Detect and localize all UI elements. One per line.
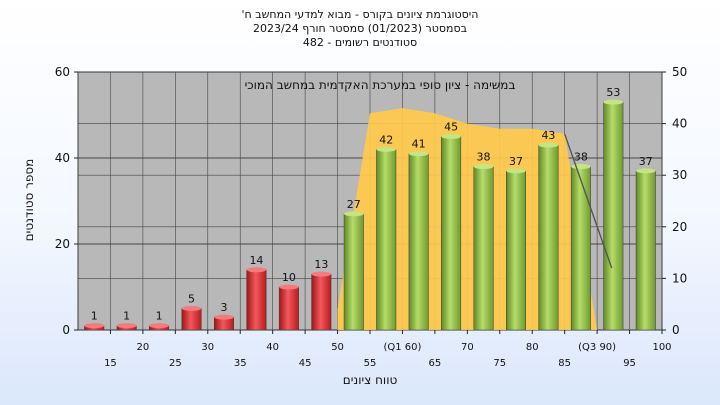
bar-16 [603,101,624,331]
data-label-9: 42 [379,133,393,146]
chart-subtitle-students: סטודנטים רשומים - 482 [302,36,418,49]
bar-13 [506,170,526,331]
chart-subtitle: בסמסטר (01/2023) סמסטר חורף 2023/24 [253,22,467,35]
x-tick-label: 55 [364,358,377,369]
bar-cap-15 [571,164,591,170]
data-label-5: 14 [249,254,263,267]
data-label-16: 53 [606,86,620,99]
bar-12 [473,166,494,331]
x-tick-label: 95 [623,358,636,369]
x-axis-ticks: 15 20 25 30 35 40 45 50 55 (Q1 60) 65 70 75 80 85 (Q3 9… [104,330,672,369]
x-tick-label: 40 [266,342,279,353]
bar-3 [181,308,202,331]
data-label-7: 13 [314,258,328,271]
x-tick-label: 80 [526,342,539,353]
x-tick-label: 65 [429,358,442,369]
data-label-17: 37 [639,155,653,168]
x-tick-label: 85 [558,358,571,369]
bar-cap-3 [181,306,202,311]
x-tick-label: (Q1 60) [383,342,421,353]
bar-cap-12 [473,164,494,170]
bar-cap-7 [311,271,332,277]
y2-tick-label: 50 [672,65,687,79]
bar-cap-9 [376,146,396,152]
bar-cap-5 [246,267,267,273]
x-tick-label: 70 [461,342,474,353]
bar-9 [376,149,397,331]
y2-axis-ticks: 0 10 20 30 40 50 [662,65,687,337]
y2-tick-label: 10 [672,271,687,285]
y2-tick-label: 30 [672,168,687,182]
bar-cap-11 [441,134,461,139]
data-label-2: 1 [156,310,163,323]
data-label-6: 10 [282,271,296,284]
x-tick-label: 75 [493,358,506,369]
x-tick-label: (Q3 90) [578,342,616,353]
y-axis-label: מספר סטודנטים [22,159,36,242]
bar-cap-8 [344,211,364,217]
bar-15 [570,166,591,331]
data-label-10: 41 [412,138,426,151]
data-label-3: 5 [188,293,195,306]
x-tick-label: 100 [652,342,671,353]
bar-cap-4 [214,314,234,320]
x-tick-label: 45 [299,358,312,369]
overlay-area-label: במשימה - ציון סופי במערכת האקדמית במחשב … [245,78,516,92]
y-tick-label: 40 [55,151,70,165]
data-label-14: 43 [541,129,555,142]
x-tick-label: 35 [234,358,247,369]
bar-cap-6 [279,284,299,290]
data-label-0: 1 [91,310,98,323]
bar-cap-17 [636,168,656,174]
bar-7 [311,273,332,331]
x-tick-label: 30 [201,342,214,353]
y2-tick-label: 0 [672,323,680,337]
y-tick-label: 0 [62,323,70,337]
bar-cap-10 [408,151,429,157]
bars [84,99,656,331]
bar-cap-16 [603,99,624,105]
bar-10 [408,153,429,331]
bar-cap-14 [538,142,559,148]
y-tick-label: 20 [55,237,70,251]
bar-cap-2 [149,323,169,329]
x-tick-label: 25 [169,358,182,369]
bar-8 [343,213,364,331]
y2-tick-label: 40 [672,117,687,131]
overlay-line [564,133,613,269]
bar-5 [246,269,267,331]
x-axis-label: טווח ציונים [343,373,398,387]
bar-6 [278,286,299,331]
data-label-4: 3 [221,301,228,314]
bar-17 [635,170,656,331]
y2-tick-label: 20 [672,220,687,234]
bar-cap-0 [84,323,104,329]
x-tick-label: 15 [104,358,117,369]
y-tick-label: 60 [55,65,70,79]
bar-14 [538,144,559,331]
data-label-12: 38 [477,151,491,164]
overlay-area [337,108,598,331]
x-tick-label: 50 [331,342,344,353]
y-axis-ticks: 0 20 40 60 [55,65,78,337]
data-label-11: 45 [444,121,458,134]
x-tick-label: 20 [137,342,150,353]
data-label-8: 27 [347,198,361,211]
data-label-15: 38 [574,151,588,164]
bar-cap-13 [506,168,526,174]
chart-title: היסטוגרמת ציונים בקורס - מבוא למדעי המחש… [241,8,479,21]
bar-cap-1 [116,323,137,329]
data-label-13: 37 [509,155,523,168]
bar-11 [441,136,462,331]
data-label-1: 1 [123,310,130,323]
